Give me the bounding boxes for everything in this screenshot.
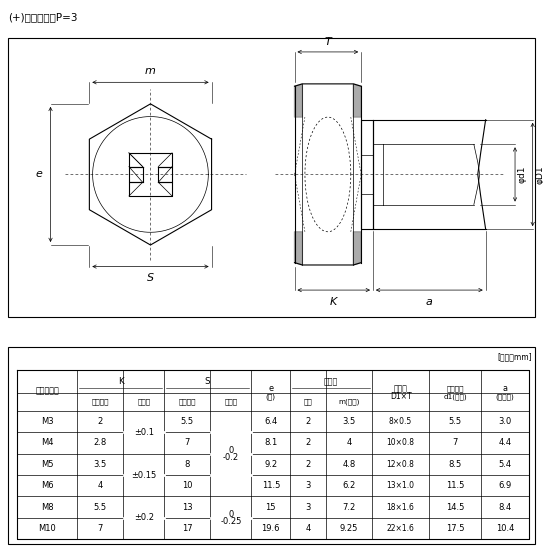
Text: -0.25: -0.25 xyxy=(220,518,242,526)
Text: 2: 2 xyxy=(306,417,311,426)
Text: 3: 3 xyxy=(305,503,311,512)
Text: 8.4: 8.4 xyxy=(498,503,512,512)
Text: 3.5: 3.5 xyxy=(342,417,356,426)
Text: 11.5: 11.5 xyxy=(262,481,280,490)
Text: a: a xyxy=(502,384,507,393)
Text: ばね座金: ばね座金 xyxy=(446,385,464,392)
Text: 17.5: 17.5 xyxy=(446,524,464,533)
Text: 6.2: 6.2 xyxy=(342,481,356,490)
Text: 許容差: 許容差 xyxy=(137,398,150,405)
Text: 4: 4 xyxy=(98,481,103,490)
Text: 15: 15 xyxy=(266,503,276,512)
Text: T: T xyxy=(325,37,331,47)
Text: 3.5: 3.5 xyxy=(93,460,107,469)
Text: S: S xyxy=(147,273,154,283)
Text: M3: M3 xyxy=(41,417,53,426)
Text: 8×0.5: 8×0.5 xyxy=(389,417,412,426)
Text: S: S xyxy=(205,377,211,386)
Polygon shape xyxy=(353,232,361,265)
Text: 5.5: 5.5 xyxy=(181,417,194,426)
Text: [単位：mm]: [単位：mm] xyxy=(497,352,532,361)
Text: 4.4: 4.4 xyxy=(498,438,512,448)
Text: φd1: φd1 xyxy=(518,166,527,183)
Text: 基準寸法: 基準寸法 xyxy=(91,398,109,405)
Text: 18×1.6: 18×1.6 xyxy=(387,503,414,512)
Polygon shape xyxy=(353,84,361,117)
Text: M10: M10 xyxy=(38,524,56,533)
Text: D1×T: D1×T xyxy=(390,392,412,401)
Text: ねじの呼び: ねじの呼び xyxy=(35,386,59,395)
Text: K: K xyxy=(118,377,123,386)
Text: 9.2: 9.2 xyxy=(264,460,277,469)
Text: 11.5: 11.5 xyxy=(446,481,464,490)
Text: M5: M5 xyxy=(41,460,53,469)
Text: 13×1.0: 13×1.0 xyxy=(387,481,415,490)
Text: (約): (約) xyxy=(266,393,276,400)
Text: 2: 2 xyxy=(98,417,103,426)
Text: 9.25: 9.25 xyxy=(340,524,358,533)
Text: 5.5: 5.5 xyxy=(449,417,462,426)
Text: ±0.1: ±0.1 xyxy=(134,428,154,437)
Text: 12×0.8: 12×0.8 xyxy=(387,460,414,469)
Text: 10: 10 xyxy=(182,481,193,490)
Text: M8: M8 xyxy=(41,503,53,512)
Text: (+)アプセットP=3: (+)アプセットP=3 xyxy=(8,12,78,22)
Text: (最大値): (最大値) xyxy=(495,393,514,400)
Text: e: e xyxy=(36,169,43,179)
Polygon shape xyxy=(294,84,302,117)
Text: 十字穴: 十字穴 xyxy=(324,377,338,386)
Text: 4: 4 xyxy=(346,438,351,448)
Text: d1(最大): d1(最大) xyxy=(443,393,467,400)
Text: M6: M6 xyxy=(41,481,53,490)
Text: e: e xyxy=(268,384,273,393)
Text: ±0.15: ±0.15 xyxy=(131,470,156,480)
Text: 5.4: 5.4 xyxy=(498,460,512,469)
Text: 3: 3 xyxy=(305,481,311,490)
Text: 13: 13 xyxy=(182,503,193,512)
Text: m: m xyxy=(145,67,156,76)
Text: 10×0.8: 10×0.8 xyxy=(387,438,415,448)
Text: -0.2: -0.2 xyxy=(223,453,239,462)
Polygon shape xyxy=(294,232,302,265)
Text: 7: 7 xyxy=(452,438,458,448)
Text: 2.8: 2.8 xyxy=(93,438,107,448)
Text: 19.6: 19.6 xyxy=(262,524,280,533)
Text: 7: 7 xyxy=(98,524,103,533)
Text: 平座金: 平座金 xyxy=(394,384,408,393)
Text: 8: 8 xyxy=(185,460,190,469)
Text: 2: 2 xyxy=(306,438,311,448)
Text: K: K xyxy=(330,297,337,307)
Text: 17: 17 xyxy=(182,524,193,533)
Text: 6.4: 6.4 xyxy=(264,417,277,426)
Bar xyxy=(361,120,373,229)
Text: 8.1: 8.1 xyxy=(264,438,277,448)
Text: M4: M4 xyxy=(41,438,53,448)
Text: 番号: 番号 xyxy=(304,398,312,405)
Text: 5.5: 5.5 xyxy=(93,503,107,512)
Text: ±0.2: ±0.2 xyxy=(134,513,154,522)
Text: 7: 7 xyxy=(185,438,190,448)
Text: 14.5: 14.5 xyxy=(446,503,464,512)
Text: 10.4: 10.4 xyxy=(496,524,514,533)
Text: m(参考): m(参考) xyxy=(338,398,359,405)
Text: 7.2: 7.2 xyxy=(342,503,356,512)
Text: 3.0: 3.0 xyxy=(498,417,512,426)
Text: 4: 4 xyxy=(306,524,311,533)
Text: 8.5: 8.5 xyxy=(449,460,462,469)
Text: 基準寸法: 基準寸法 xyxy=(179,398,196,405)
Text: 0: 0 xyxy=(228,446,233,455)
Text: φD1: φD1 xyxy=(535,165,543,184)
Text: 許容差: 許容差 xyxy=(224,398,237,405)
Text: 0: 0 xyxy=(228,510,233,519)
Text: 4.8: 4.8 xyxy=(342,460,356,469)
Text: a: a xyxy=(426,297,433,307)
Text: 22×1.6: 22×1.6 xyxy=(387,524,414,533)
Text: 6.9: 6.9 xyxy=(498,481,512,490)
Text: 2: 2 xyxy=(306,460,311,469)
